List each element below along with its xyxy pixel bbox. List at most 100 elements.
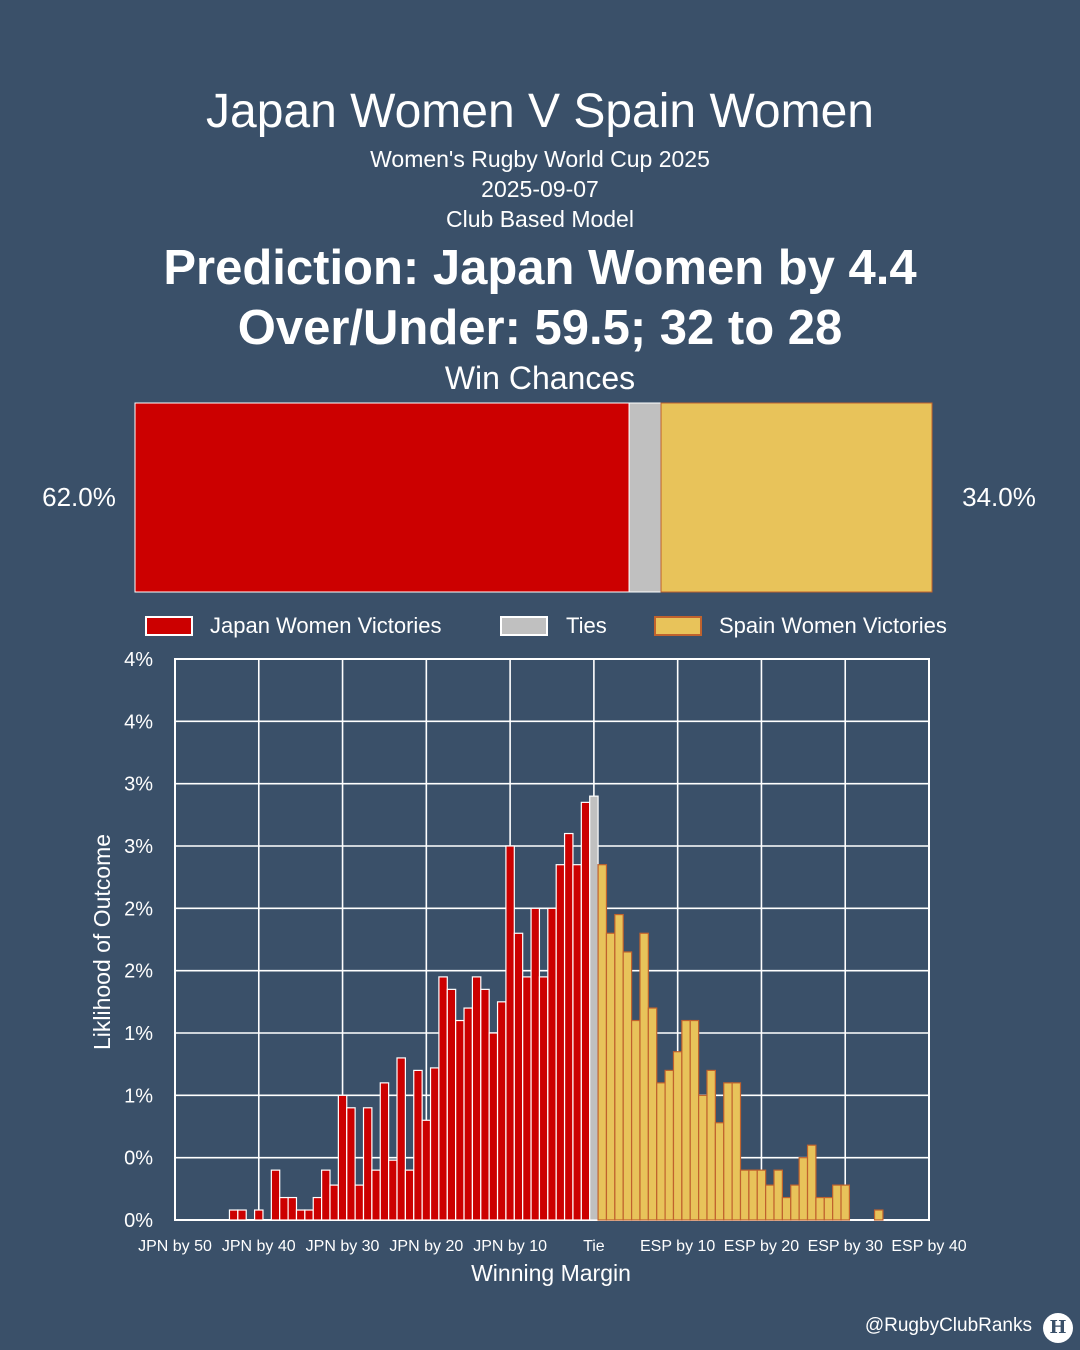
x-tick-label: JPN by 10 — [473, 1238, 547, 1255]
competition-subtitle: Women's Rugby World Cup 2025 — [370, 146, 710, 172]
histogram-bar — [681, 1019, 691, 1221]
legend-label-away: Spain Women Victories — [719, 613, 947, 638]
histogram-bar — [471, 976, 482, 1221]
histogram-bar — [228, 1209, 239, 1221]
legend-label-home: Japan Women Victories — [210, 613, 442, 638]
histogram-bar — [723, 1082, 733, 1221]
histogram-bar — [505, 845, 515, 1221]
y-tick-label: 0% — [124, 1210, 153, 1232]
x-tick-label: JPN by 40 — [222, 1238, 296, 1255]
histogram-bar — [689, 1019, 700, 1221]
histogram-bar — [480, 988, 490, 1221]
home-win-percent: 62.0% — [42, 482, 116, 512]
y-tick-label: 2% — [124, 898, 153, 920]
histogram-bar — [354, 1184, 365, 1221]
histogram-bar — [605, 932, 616, 1221]
over-under-headline: Over/Under: 59.5; 32 to 28 — [237, 301, 843, 355]
histogram-bar — [731, 1082, 742, 1221]
win-bar-home-segment — [134, 402, 630, 593]
x-tick-label: ESP by 40 — [891, 1238, 966, 1255]
histogram-bar — [622, 951, 633, 1221]
legend: Japan Women Victories Ties Spain Women V… — [145, 613, 947, 638]
histogram-bar — [371, 1169, 381, 1221]
social-handle: @RugbyClubRanks — [864, 1315, 1032, 1336]
histogram-bar — [589, 795, 599, 1221]
y-tick-label: 4% — [124, 649, 153, 671]
histogram-bar — [832, 1184, 842, 1221]
histogram-bar — [488, 1032, 499, 1221]
histogram-bar — [438, 976, 448, 1221]
histogram-bar — [580, 801, 591, 1221]
histogram-bar — [321, 1169, 331, 1221]
x-tick-label: JPN by 30 — [306, 1238, 380, 1255]
x-axis-label: Winning Margin — [471, 1260, 631, 1286]
histogram-bar — [522, 976, 532, 1221]
histogram-bar — [329, 1184, 339, 1221]
x-tick-labels: JPN by 50 JPN by 40 JPN by 30 JPN by 20 JPN … — [138, 1238, 967, 1255]
histogram-bar — [639, 932, 649, 1221]
histogram-bar — [756, 1169, 767, 1221]
legend-swatch-away — [654, 616, 702, 636]
win-bar-away-segment — [660, 402, 933, 593]
y-tick-label: 3% — [124, 836, 153, 858]
match-date: 2025-09-07 — [481, 176, 599, 202]
histogram-bar — [790, 1184, 800, 1221]
histogram-bar — [396, 1057, 406, 1221]
x-tick-label: JPN by 20 — [389, 1238, 463, 1255]
histogram-bar — [672, 1051, 683, 1221]
histogram-bars — [228, 795, 884, 1221]
histogram-bar — [413, 1069, 423, 1221]
histogram-bar — [647, 1007, 658, 1221]
histogram-bar — [563, 832, 574, 1221]
histogram-bar — [304, 1209, 314, 1221]
x-tick-label: JPN by 50 — [138, 1238, 212, 1255]
histogram-bar — [337, 1094, 348, 1221]
histogram-bar — [362, 1107, 373, 1221]
histogram-bar — [513, 932, 524, 1221]
win-chances-bar — [134, 402, 933, 593]
y-tick-label: 1% — [124, 1085, 153, 1107]
histogram-bar — [463, 1007, 474, 1221]
histogram-bar — [388, 1159, 398, 1221]
histogram-bar — [538, 976, 549, 1221]
x-tick-label: ESP by 30 — [808, 1238, 883, 1255]
histogram-bar — [873, 1209, 884, 1221]
chart-title: Japan Women V Spain Women — [206, 85, 874, 138]
histogram-bar — [270, 1169, 281, 1221]
model-name: Club Based Model — [446, 206, 634, 232]
win-bar-tie-segment — [628, 402, 662, 593]
histogram-bar — [287, 1196, 298, 1221]
histogram-bar — [664, 1069, 675, 1221]
histogram-bar — [237, 1209, 247, 1221]
x-tick-label: Tie — [583, 1238, 605, 1255]
histogram-bar — [597, 864, 608, 1221]
x-tick-label: ESP by 10 — [640, 1238, 715, 1255]
histogram-bar — [630, 1019, 641, 1221]
histogram-bar — [815, 1196, 825, 1221]
histogram-bar — [346, 1107, 356, 1221]
histogram-bar — [572, 864, 582, 1221]
histogram-bar — [714, 1122, 725, 1221]
histogram-bar — [748, 1169, 758, 1221]
histogram-bar — [823, 1196, 834, 1221]
y-tick-labels: 0% 0% 1% 1% 2% 2% 3% 3% 4% 4% — [124, 649, 153, 1232]
margin-histogram: 0%0%1%1%2%2%3%3%4%4% JPN by 50 JPN by 40 J… — [89, 649, 967, 1286]
histogram-bar — [429, 1067, 440, 1221]
histogram-bar — [404, 1169, 415, 1221]
histogram-bar — [455, 1019, 465, 1221]
histogram-bar — [614, 913, 624, 1221]
histogram-bar — [706, 1069, 716, 1221]
histogram-bar — [530, 907, 541, 1221]
histogram-bar — [555, 864, 566, 1221]
histogram-bar — [547, 907, 557, 1221]
histogram-bar — [421, 1119, 432, 1221]
win-chances-title: Win Chances — [444, 360, 636, 396]
y-tick-label: 0% — [124, 1148, 153, 1170]
legend-label-tie: Ties — [566, 613, 607, 638]
brand-logo-icon: H — [1043, 1313, 1073, 1343]
histogram-bar — [765, 1184, 775, 1221]
histogram-bar — [781, 1196, 792, 1221]
histogram-bar — [773, 1169, 783, 1221]
legend-swatch-tie — [500, 616, 548, 636]
